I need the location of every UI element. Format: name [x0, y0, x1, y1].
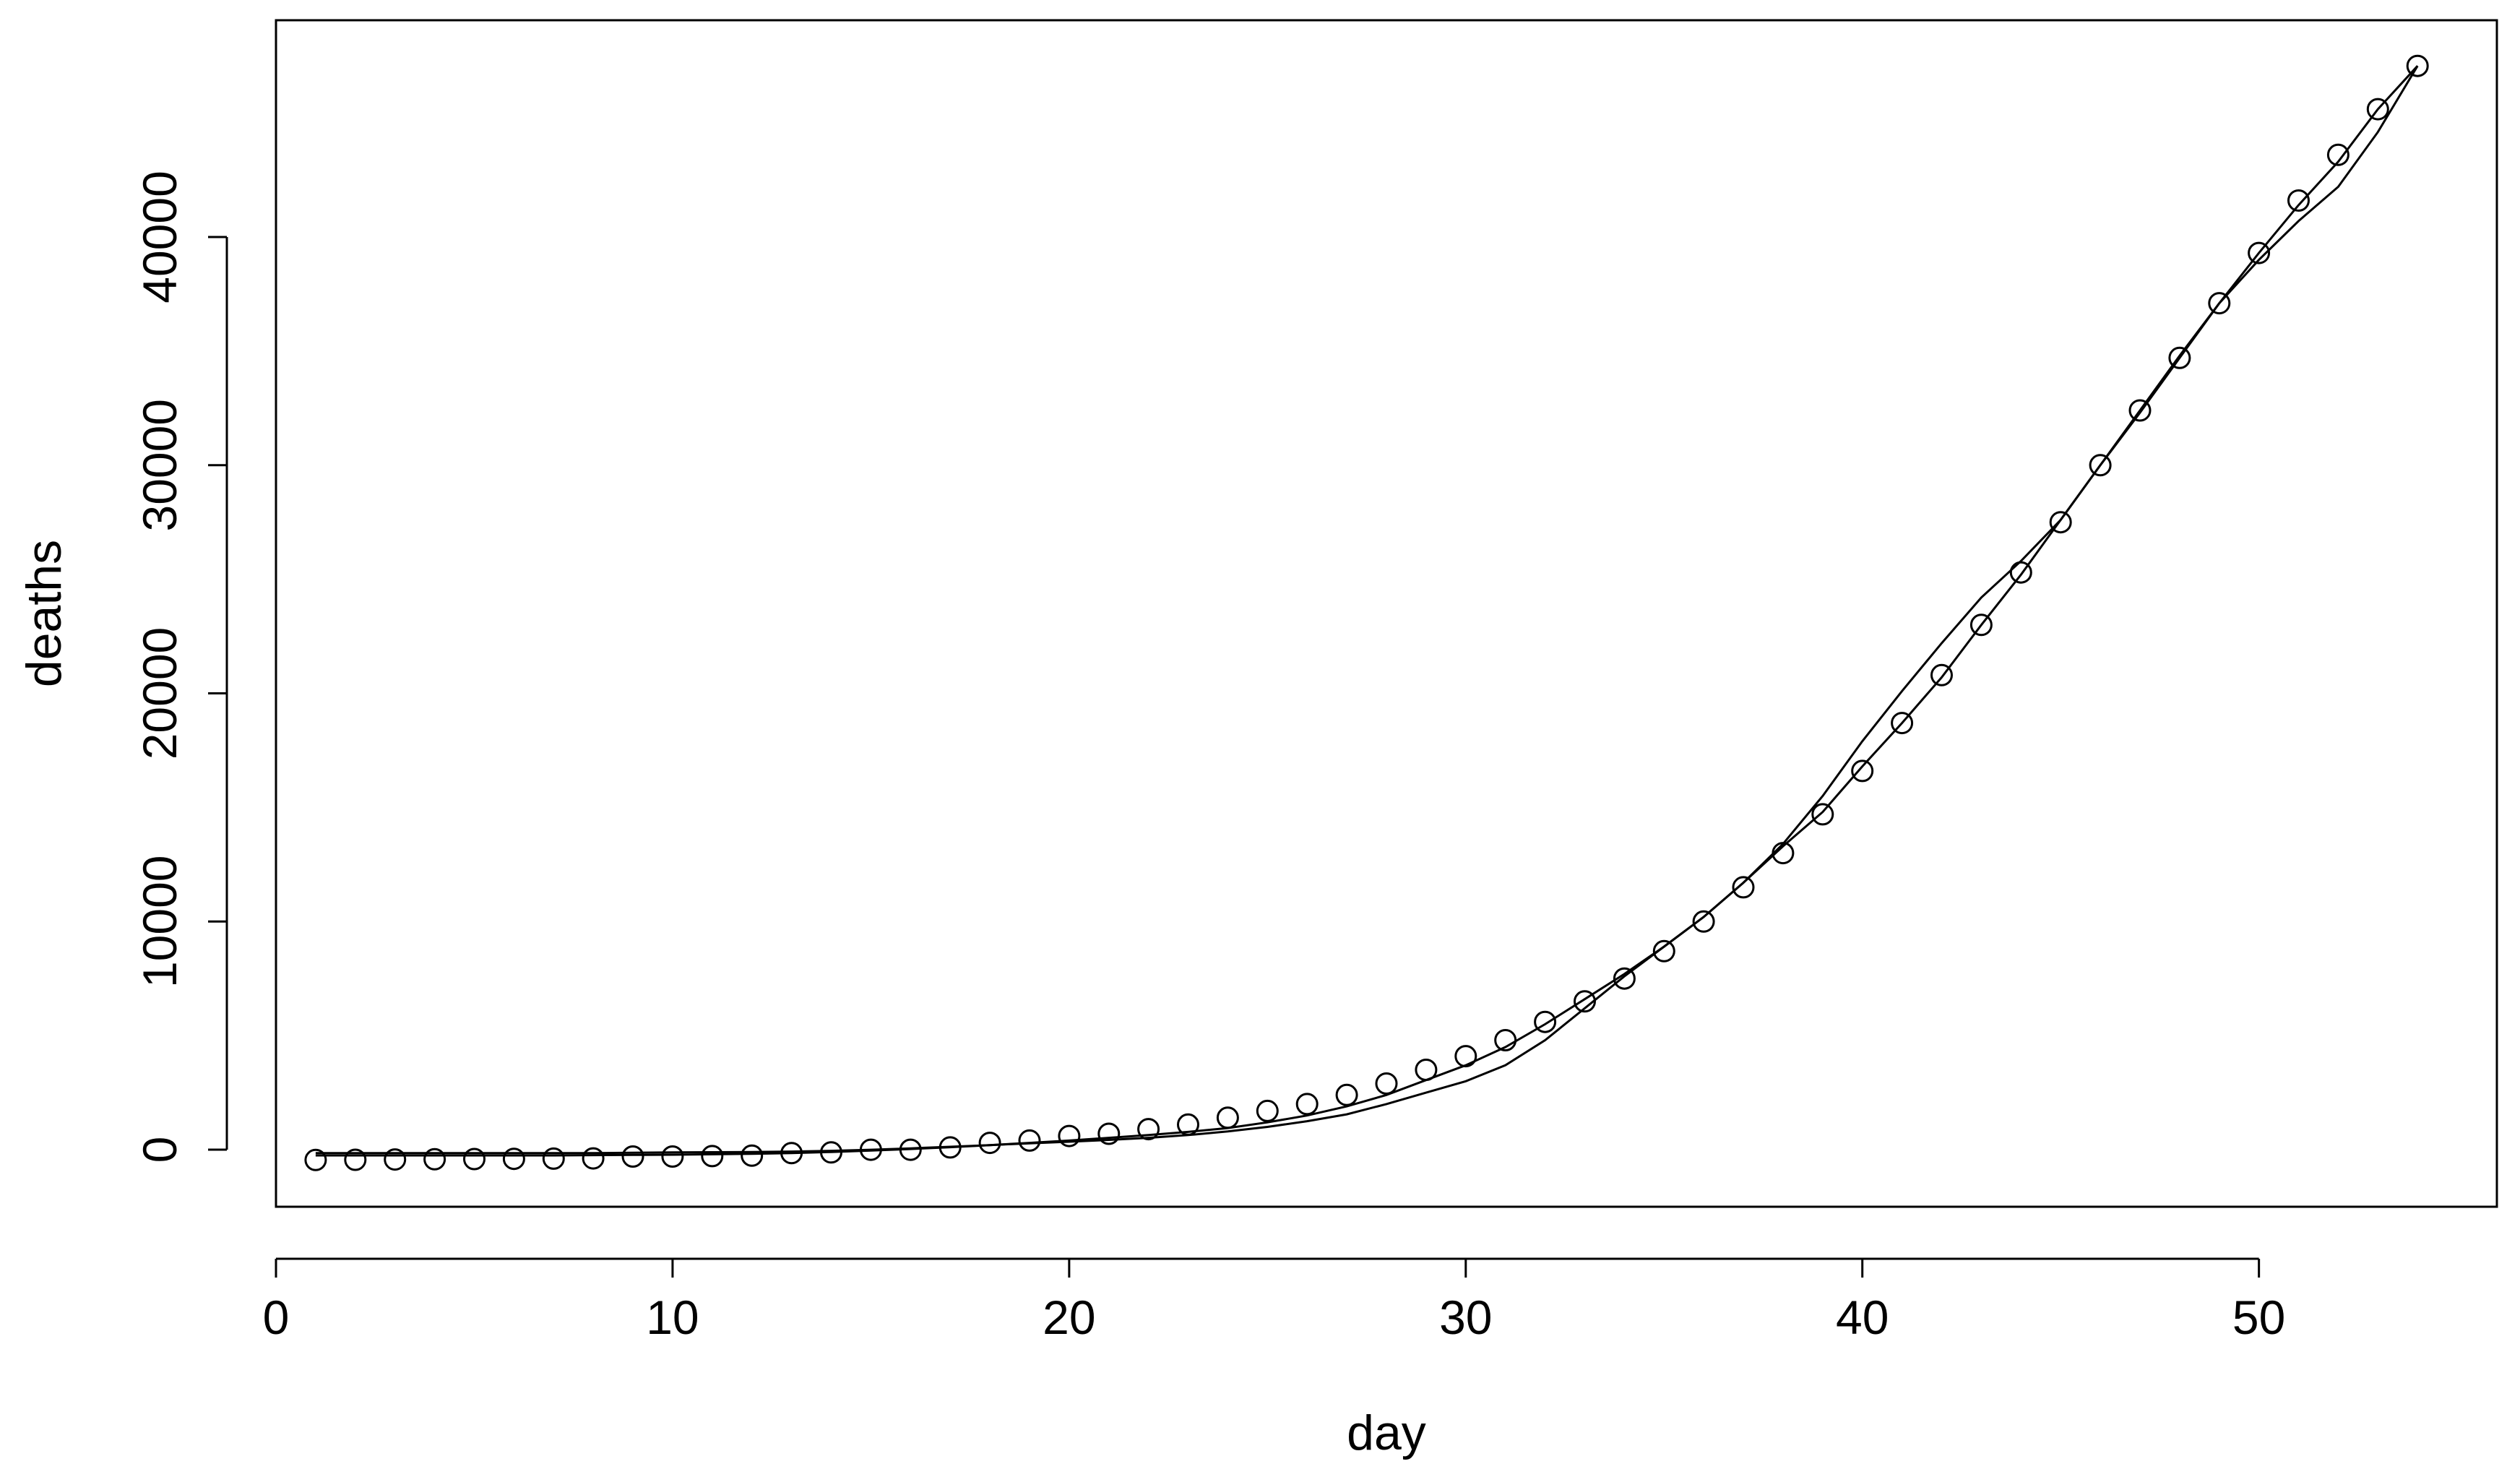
- data-point: [1494, 1029, 1517, 1051]
- y-tick-label: 30000: [133, 399, 186, 532]
- data-point: [582, 1147, 605, 1170]
- data-point: [899, 1138, 922, 1161]
- data-point: [2326, 143, 2349, 166]
- data-point: [1137, 1118, 1160, 1141]
- data-point: [978, 1132, 1001, 1155]
- data-point: [1018, 1129, 1041, 1152]
- data-point: [542, 1147, 565, 1170]
- data-point: [1454, 1045, 1477, 1068]
- data-point: [1613, 967, 1636, 990]
- data-point: [1415, 1059, 1438, 1081]
- x-ticks: 0 10 20 30 40 50: [263, 1259, 2285, 1344]
- y-tick-label: 20000: [133, 627, 186, 760]
- data-point: [463, 1147, 486, 1171]
- data-point: [1177, 1113, 1199, 1136]
- data-point: [859, 1138, 882, 1161]
- data-point: [2406, 54, 2429, 77]
- data-point: [1375, 1072, 1398, 1095]
- data-point: [1891, 712, 1914, 735]
- data-point: [1058, 1124, 1081, 1147]
- data-point: [938, 1136, 962, 1159]
- data-point: [741, 1144, 764, 1167]
- x-tick-label: 40: [1836, 1291, 1889, 1344]
- data-point: [1652, 939, 1675, 963]
- data-point: [2248, 241, 2271, 264]
- data-point: [661, 1145, 684, 1168]
- data-point: [621, 1145, 644, 1168]
- data-point: [1811, 803, 1834, 826]
- x-tick-label: 0: [263, 1291, 290, 1344]
- data-point: [2168, 346, 2191, 369]
- data-point: [1295, 1093, 1319, 1116]
- data-point: [2208, 292, 2231, 315]
- data-point: [344, 1148, 367, 1171]
- data-point: [2366, 98, 2389, 121]
- y-tick-label: 40000: [133, 171, 186, 303]
- y-ticks: 0 10000 20000 30000 40000: [133, 171, 227, 1163]
- y-tick-label: 0: [133, 1137, 186, 1163]
- data-point: [423, 1147, 446, 1171]
- plot-frame: [275, 19, 2498, 1208]
- x-axis: 0 10 20 30 40 50: [263, 1257, 2285, 1344]
- data-point: [1772, 842, 1795, 865]
- data-point: [1851, 759, 1874, 783]
- y-tick-label: 10000: [133, 856, 186, 989]
- data-point: [701, 1145, 724, 1168]
- data-point: [2287, 189, 2310, 212]
- series-layer: [315, 65, 2419, 1157]
- x-tick-label: 10: [646, 1291, 699, 1344]
- y-axis-label: deaths: [17, 540, 72, 687]
- data-point: [1216, 1106, 1239, 1129]
- data-point: [2128, 399, 2152, 422]
- x-axis-label: day: [1347, 1405, 1426, 1460]
- data-point: [1969, 613, 1993, 637]
- data-point: [2089, 454, 2112, 477]
- series-line-1: [315, 65, 2419, 1155]
- data-point: [1574, 990, 1596, 1013]
- data-point: [1534, 1010, 1557, 1033]
- x-tick-label: 20: [1043, 1291, 1095, 1344]
- data-point: [304, 1148, 327, 1171]
- data-point: [2009, 561, 2032, 584]
- data-point: [384, 1148, 407, 1171]
- data-point: [1732, 876, 1755, 899]
- data-point: [780, 1142, 803, 1165]
- data-point: [1335, 1083, 1358, 1106]
- data-point: [1097, 1122, 1121, 1145]
- points-layer: [304, 54, 2429, 1171]
- x-tick-label: 50: [2232, 1291, 2285, 1344]
- data-point: [1930, 663, 1953, 686]
- data-point: [1692, 910, 1715, 933]
- x-tick-label: 30: [1439, 1291, 1492, 1344]
- data-point: [2049, 511, 2072, 534]
- data-point: [820, 1141, 842, 1164]
- series-line-2: [315, 65, 2419, 1157]
- y-axis: 0 10000 20000 30000 40000: [133, 171, 228, 1163]
- data-point: [502, 1147, 525, 1171]
- data-point: [1256, 1099, 1279, 1122]
